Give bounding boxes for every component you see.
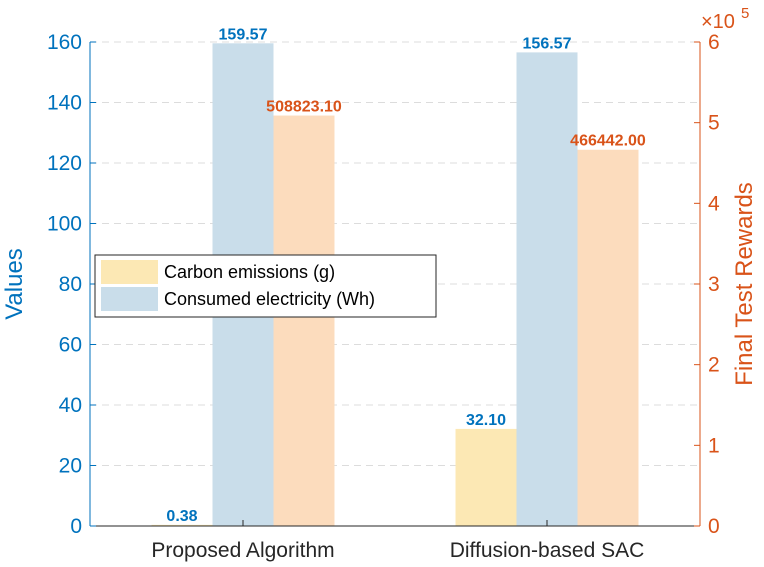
y-axis-title-left: Values	[1, 248, 28, 320]
x-tick-label: Proposed Algorithm	[151, 539, 334, 562]
data-label: 159.57	[219, 26, 268, 43]
y-tick-label-left: 40	[59, 394, 82, 417]
y-tick-label-right: 2	[708, 354, 720, 377]
y-tick-label-left: 60	[59, 334, 82, 357]
y-tick-label-right: 0	[708, 515, 720, 538]
y-tick-label-left: 100	[47, 213, 82, 236]
data-labels: 0.38 32.10 159.57 156.57 508823.10 466442.00	[166, 26, 645, 525]
bar-reward-0	[273, 115, 335, 526]
y-tick-label-left: 80	[59, 273, 82, 296]
y-tick-label-right: 3	[708, 273, 720, 296]
data-label: 156.57	[523, 35, 572, 52]
y-tick-label-right: 5	[708, 112, 720, 135]
y-axis-title-right: Final Test Rewards	[731, 182, 758, 386]
legend-swatch-electricity	[101, 287, 158, 311]
legend-swatch-carbon	[101, 260, 158, 284]
right-axis-exponent: 5	[741, 5, 749, 22]
x-tick-label: Diffusion-based SAC	[450, 539, 645, 562]
axes: 0 20 40 60 80 100 120 140 160 0 1 2 3 4 5 6 Proposed Alg…	[47, 31, 720, 562]
y-tick-label-right: 1	[708, 434, 720, 457]
data-label: 466442.00	[570, 133, 646, 150]
bar-reward-1	[577, 149, 639, 526]
y-tick-label-right: 6	[708, 31, 720, 54]
y-tick-label-left: 140	[47, 92, 82, 115]
bar-electricity-1	[516, 52, 578, 526]
legend: Carbon emissions (g) Consumed electricit…	[94, 254, 437, 318]
bar-carbon-1	[455, 428, 517, 526]
legend-label-electricity: Consumed electricity (Wh)	[164, 289, 375, 309]
y-tick-label-left: 20	[59, 455, 82, 478]
y-tick-label-left: 0	[70, 515, 82, 538]
y-tick-label-left: 160	[47, 31, 82, 54]
legend-label-carbon: Carbon emissions (g)	[164, 262, 335, 282]
y-tick-label-right: 4	[708, 192, 720, 215]
right-axis-multiplier: ×10	[701, 11, 735, 33]
data-label: 508823.10	[266, 99, 342, 116]
data-label: 32.10	[466, 412, 506, 429]
y-tick-label-left: 120	[47, 152, 82, 175]
data-label: 0.38	[166, 508, 197, 525]
bar-carbon-0	[151, 524, 213, 526]
